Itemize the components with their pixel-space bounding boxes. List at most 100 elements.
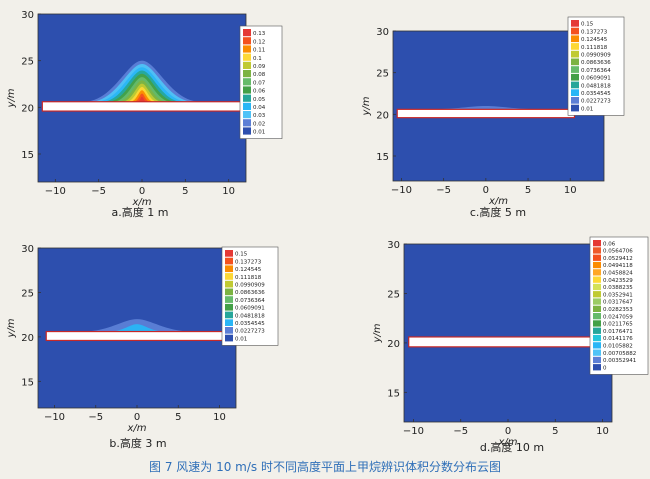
legend-label: 0.111818 xyxy=(581,45,608,51)
legend-swatch xyxy=(571,66,579,73)
legend-swatch xyxy=(571,104,579,112)
panel-caption: d.高度 10 m xyxy=(480,440,544,454)
legend-swatch xyxy=(225,288,233,296)
x-axis-label: x/m xyxy=(488,196,508,207)
legend-swatch xyxy=(571,43,579,50)
legend-swatch xyxy=(243,61,251,69)
plume-contour xyxy=(109,324,165,332)
legend-label: 0.0423529 xyxy=(603,278,633,284)
legend-swatch xyxy=(593,356,601,364)
y-tick-label: 25 xyxy=(21,288,34,299)
legend-label: 0.137273 xyxy=(581,29,608,35)
legend-swatch xyxy=(593,283,601,291)
legend-label: 0.01 xyxy=(581,106,593,112)
panel-caption: c.高度 5 m xyxy=(470,205,526,219)
legend-label: 0.13 xyxy=(253,31,266,37)
x-tick-label: −10 xyxy=(45,186,66,197)
legend-swatch xyxy=(571,97,579,104)
legend-label: 0.0481818 xyxy=(235,313,265,319)
y-tick-label: 20 xyxy=(387,339,400,350)
y-tick-label: 30 xyxy=(21,10,34,21)
legend-label: 0.0990909 xyxy=(581,53,611,59)
x-tick-label: 0 xyxy=(505,426,511,437)
legend-swatch xyxy=(593,305,601,312)
legend-label: 0.0282353 xyxy=(603,307,633,313)
y-axis-label: y/m xyxy=(6,318,17,338)
legend: 0.13 0.12 0.11 0.1 0.09 0.08 0.07 0.06 0.05 0.04 0… xyxy=(239,25,283,139)
legend-swatch xyxy=(593,276,601,283)
chart-panel-b: −10 −5 0 5 10 15 20 25 30 x/m y/m 0.150.137273 0.124… xyxy=(6,244,279,450)
legend-label: 0.02 xyxy=(253,121,265,127)
x-tick-label: −5 xyxy=(453,426,468,437)
y-tick-label: 20 xyxy=(21,333,34,344)
legend-swatch xyxy=(225,334,233,342)
legend-swatch xyxy=(225,250,233,257)
x-axis-label: x/m xyxy=(497,437,517,448)
legend-swatch xyxy=(593,364,601,371)
legend-label: 0.0863636 xyxy=(581,60,611,66)
legend-swatch xyxy=(243,127,251,135)
legend-label: 0.0211765 xyxy=(603,322,633,328)
legend-label: 0.0227273 xyxy=(235,329,265,335)
legend-label: 0.01 xyxy=(253,130,265,136)
legend-swatch xyxy=(243,119,251,127)
legend-label: 0.0529412 xyxy=(603,256,633,262)
legend-swatch xyxy=(225,319,233,326)
y-axis-label: y/m xyxy=(361,96,372,116)
legend-swatch xyxy=(593,291,601,298)
x-tick-label: −5 xyxy=(91,186,106,197)
legend-label: 0.08 xyxy=(253,72,266,78)
legend-label: 0.0609091 xyxy=(581,76,611,82)
legend-swatch xyxy=(571,27,579,35)
legend-swatch xyxy=(593,320,601,327)
x-tick-label: 10 xyxy=(222,186,235,197)
legend-swatch xyxy=(225,311,233,319)
y-tick-label: 25 xyxy=(21,57,34,68)
legend-label: 0.12 xyxy=(253,39,265,45)
legend-swatch xyxy=(225,327,233,334)
x-axis-label: x/m xyxy=(126,423,146,434)
y-tick-label: 15 xyxy=(376,152,389,163)
panel-caption: b.高度 3 m xyxy=(109,436,166,450)
legend-swatch xyxy=(593,261,601,269)
legend-swatch xyxy=(593,342,601,349)
obstacle-box xyxy=(408,336,608,348)
y-tick-label: 15 xyxy=(21,150,34,161)
legend-label: 0.01 xyxy=(235,336,247,342)
legend-swatch xyxy=(225,273,233,280)
legend-swatch xyxy=(243,29,251,37)
legend-label: 0.111818 xyxy=(235,275,262,281)
legend-label: 0.15 xyxy=(581,22,594,28)
x-tick-label: 5 xyxy=(552,426,558,437)
legend-label: 0.00705882 xyxy=(603,351,636,357)
legend-label: 0.0458824 xyxy=(603,271,633,277)
y-tick-label: 20 xyxy=(21,103,34,114)
obstacle-box xyxy=(41,101,243,112)
legend-swatch xyxy=(593,247,601,254)
y-tick-label: 30 xyxy=(387,240,400,251)
legend-swatch xyxy=(243,78,251,86)
legend-label: 0.0388235 xyxy=(603,285,633,291)
legend-swatch xyxy=(593,269,601,276)
legend-label: 0.0990909 xyxy=(235,283,265,289)
legend-label: 0.15 xyxy=(235,252,248,258)
legend-label: 0.09 xyxy=(253,64,266,70)
legend-label: 0.0736364 xyxy=(581,68,611,74)
legend-swatch xyxy=(571,73,579,81)
y-tick-label: 20 xyxy=(376,110,389,121)
x-tick-label: −5 xyxy=(436,185,451,196)
obstacle-box xyxy=(396,108,576,119)
legend-swatch xyxy=(593,298,601,305)
plume-contour xyxy=(137,96,147,102)
x-tick-label: 0 xyxy=(483,185,489,196)
legend-label: 0.0317647 xyxy=(603,300,633,306)
heatmap-field xyxy=(404,244,612,422)
panel-caption: a.高度 1 m xyxy=(112,205,169,219)
legend-label: 0.00352941 xyxy=(603,358,636,364)
x-tick-label: −10 xyxy=(403,426,424,437)
legend-label: 0.0105882 xyxy=(603,344,633,350)
chart-panel-d: −10 −5 0 5 10 15 20 25 30 x/m y/m 0.06 0.05647060.05… xyxy=(372,236,649,454)
y-tick-label: 25 xyxy=(387,289,400,300)
y-tick-label: 25 xyxy=(376,69,389,80)
